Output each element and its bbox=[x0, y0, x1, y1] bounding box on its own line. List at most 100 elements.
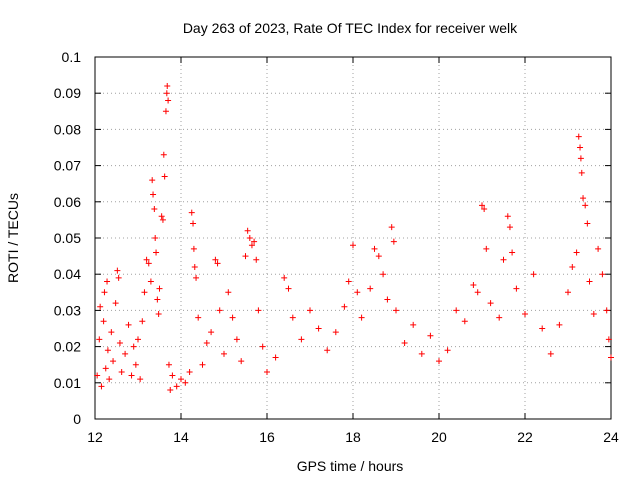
data-point bbox=[102, 365, 109, 372]
x-tick-label: 12 bbox=[87, 429, 103, 445]
y-tick-label: 0.1 bbox=[62, 49, 82, 65]
data-point bbox=[244, 227, 251, 234]
data-point bbox=[163, 90, 170, 97]
data-point bbox=[289, 314, 296, 321]
data-point bbox=[298, 336, 305, 343]
data-point bbox=[212, 256, 219, 263]
x-tick-label: 16 bbox=[259, 429, 275, 445]
data-point bbox=[522, 311, 528, 318]
data-point bbox=[169, 372, 176, 379]
data-point bbox=[203, 339, 210, 346]
y-tick-label: 0 bbox=[73, 411, 81, 427]
data-point bbox=[578, 169, 585, 176]
data-point bbox=[580, 195, 587, 202]
x-tick-label: 20 bbox=[431, 429, 447, 445]
data-point bbox=[584, 220, 591, 227]
data-point bbox=[130, 343, 137, 350]
data-point bbox=[195, 314, 202, 321]
data-point bbox=[143, 256, 150, 263]
data-point bbox=[188, 209, 195, 216]
data-point bbox=[307, 307, 313, 314]
data-point bbox=[229, 314, 236, 321]
data-point bbox=[186, 368, 193, 375]
data-point bbox=[605, 336, 612, 343]
data-point bbox=[251, 238, 258, 245]
data-point bbox=[149, 177, 156, 184]
data-point bbox=[418, 350, 425, 357]
data-point bbox=[603, 307, 610, 314]
data-point bbox=[161, 173, 168, 180]
data-point bbox=[479, 202, 485, 209]
data-point bbox=[255, 307, 262, 314]
x-tick-label: 14 bbox=[173, 429, 189, 445]
data-point bbox=[401, 339, 408, 346]
data-point bbox=[178, 376, 184, 383]
data-point bbox=[135, 336, 141, 343]
data-point bbox=[285, 285, 292, 292]
data-point bbox=[164, 82, 171, 89]
data-point bbox=[100, 318, 107, 325]
data-point bbox=[315, 325, 322, 332]
data-point bbox=[427, 332, 434, 339]
data-point bbox=[104, 347, 111, 354]
data-point bbox=[216, 307, 223, 314]
data-point bbox=[114, 267, 121, 274]
data-point bbox=[156, 285, 163, 292]
data-point bbox=[332, 329, 339, 336]
data-point bbox=[139, 318, 146, 325]
x-axis-title: GPS time / hours bbox=[297, 458, 404, 474]
data-point bbox=[371, 245, 378, 252]
x-tick-label: 18 bbox=[345, 429, 361, 445]
data-point bbox=[199, 361, 206, 368]
data-point bbox=[248, 242, 255, 249]
data-point bbox=[410, 321, 417, 328]
data-point bbox=[582, 202, 589, 209]
data-point bbox=[160, 151, 167, 158]
x-tick-label: 22 bbox=[517, 429, 533, 445]
data-point bbox=[575, 133, 582, 140]
data-point bbox=[125, 321, 132, 328]
data-point bbox=[182, 379, 189, 386]
data-point bbox=[246, 235, 253, 241]
data-point bbox=[150, 191, 157, 198]
data-point bbox=[115, 274, 122, 281]
data-point bbox=[225, 289, 232, 296]
data-point bbox=[608, 354, 614, 361]
x-tick-label: 24 bbox=[603, 429, 619, 445]
data-point bbox=[496, 314, 503, 321]
data-point bbox=[145, 260, 152, 267]
data-point bbox=[167, 387, 174, 394]
data-point bbox=[487, 300, 494, 307]
data-point bbox=[152, 235, 159, 241]
data-point bbox=[96, 336, 103, 343]
y-tick-label: 0.08 bbox=[54, 121, 81, 137]
data-point bbox=[208, 329, 215, 336]
data-point bbox=[393, 307, 399, 314]
data-point bbox=[577, 155, 584, 162]
data-point bbox=[253, 256, 260, 263]
data-point bbox=[155, 311, 162, 318]
data-point bbox=[122, 350, 129, 357]
data-point bbox=[565, 289, 571, 296]
data-point bbox=[513, 285, 520, 292]
data-point bbox=[108, 329, 115, 336]
data-point bbox=[264, 368, 270, 375]
y-tick-label: 0.07 bbox=[54, 158, 81, 174]
data-point bbox=[153, 249, 160, 256]
data-point bbox=[191, 263, 198, 270]
data-point bbox=[281, 274, 288, 281]
data-point bbox=[595, 245, 602, 252]
data-point bbox=[388, 224, 395, 231]
data-point bbox=[158, 213, 165, 220]
data-point bbox=[238, 358, 245, 365]
data-point bbox=[173, 383, 180, 390]
data-point bbox=[384, 296, 391, 303]
data-point bbox=[530, 271, 537, 278]
data-point bbox=[380, 271, 387, 278]
data-point bbox=[112, 300, 119, 307]
data-point bbox=[106, 376, 113, 383]
data-point bbox=[556, 321, 563, 328]
data-point bbox=[539, 325, 546, 332]
data-point bbox=[509, 249, 516, 256]
